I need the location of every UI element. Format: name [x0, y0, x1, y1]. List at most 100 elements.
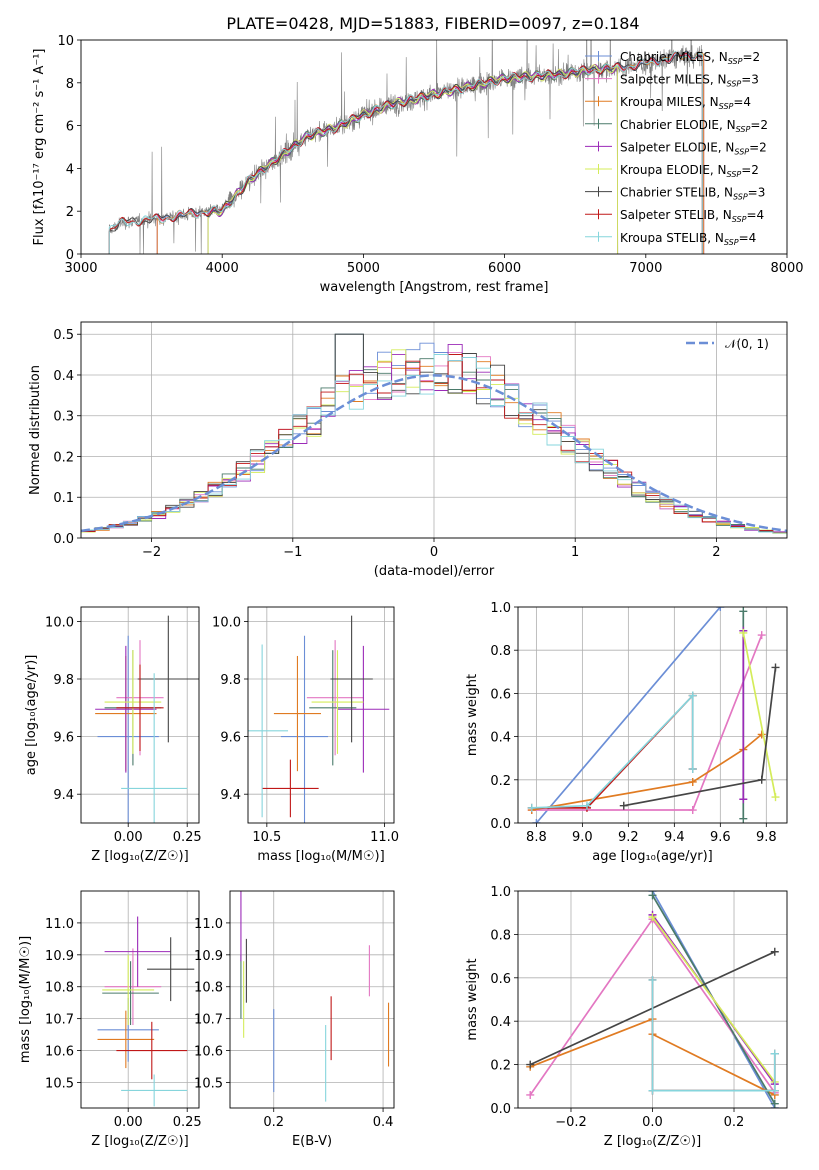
- point-marker: [526, 1060, 535, 1069]
- point-marker: [582, 801, 591, 810]
- mass_vs_Z-axes: 0.00 0.25 10.5 10.6 10.7 10.8 10.9 11.0 Z [log₁₀…: [18, 891, 202, 1149]
- x-axis-label: wavelength [Angstrom, rest frame]: [320, 280, 549, 295]
- y-tick-label: 8: [66, 77, 74, 92]
- point-marker: [739, 795, 748, 804]
- series-kroupa_stelib: [531, 693, 694, 809]
- y-tick-label: 0.2: [490, 774, 511, 789]
- age_vs_mass-plot: [248, 615, 390, 823]
- y-tick-label: 0.4: [53, 369, 74, 384]
- point-marker: [526, 1090, 535, 1099]
- x-tick-label: −0.2: [555, 1115, 587, 1130]
- point-marker: [648, 891, 657, 900]
- mass_vs_ebv-plot: [240, 891, 390, 1102]
- y-tick-label: 0: [66, 248, 74, 263]
- model-spectrum-kroupa_stelib: [108, 51, 703, 254]
- y-tick-label: 9.8: [220, 673, 241, 688]
- x-tick-label: 8.8: [526, 830, 547, 845]
- x-tick-label: 0: [430, 545, 438, 560]
- x-axis-label: Z [log₁₀(Z/Z☉)]: [91, 1134, 188, 1149]
- y-axis-label: Flux [fλ10⁻¹⁷ erg cm⁻² s⁻¹ A⁻¹]: [32, 49, 47, 246]
- y-tick-label: 10.7: [45, 1013, 74, 1028]
- x-tick-label: 0.2: [724, 1115, 745, 1130]
- x-axis-label: age [log₁₀(age/yr)]: [592, 849, 713, 864]
- point-marker: [771, 663, 780, 672]
- y-tick-label: 2: [66, 205, 74, 220]
- y-tick-label: 0.4: [490, 731, 511, 746]
- x-tick-label: 9.6: [710, 830, 731, 845]
- x-axis-label: Z [log₁₀(Z/Z☉)]: [604, 1134, 701, 1149]
- age_vs_Z-plot: [95, 615, 199, 823]
- point-marker: [739, 814, 748, 823]
- residuals-axes: −2 −1 0 1 2 0.0 0.1 0.2 0.3 0.4 0.5 (data-model)/er…: [28, 322, 787, 579]
- point-marker: [739, 607, 748, 616]
- x-tick-label: 1: [571, 545, 579, 560]
- y-tick-label: 10.9: [45, 949, 74, 964]
- legend-entry: Chabrier STELIB, NSSP=3: [620, 186, 765, 202]
- y-axis-label: mass [log₁₀(M/M☉)]: [18, 936, 33, 1063]
- errorbar-salpeter_miles: [306, 640, 364, 756]
- spectrum-legend: Chabrier MILES, NSSP=2 Salpeter MILES, NS…: [585, 50, 768, 247]
- point-marker: [688, 691, 697, 700]
- legend-entry: 𝒩(0, 1): [725, 337, 769, 351]
- y-tick-label: 10.0: [45, 615, 74, 630]
- legend-entry: Kroupa STELIB, NSSP=4: [620, 231, 756, 247]
- x-axis-label: Z [log₁₀(Z/Z☉)]: [91, 849, 188, 864]
- x-tick-label: 7000: [629, 261, 662, 276]
- y-tick-label: 10.6: [45, 1045, 74, 1060]
- errorbar-chabrier_stelib: [137, 615, 199, 743]
- y-tick-label: 10.8: [194, 981, 223, 996]
- errorbar-kroupa_elodie: [102, 954, 155, 1026]
- legend-entry: Chabrier MILES, NSSP=2: [620, 50, 760, 66]
- mass_vs_Z-frame: [80, 890, 200, 1109]
- x-tick-label: 0.25: [173, 1115, 202, 1130]
- mass_vs_ebv-axes: 0.2 0.4 10.5 10.6 10.7 10.8 10.9 11.0 E(B-V): [194, 891, 394, 1149]
- x-tick-label: −1: [283, 545, 302, 560]
- errorbar-chabrier_miles: [280, 635, 329, 823]
- x-tick-label: 0.2: [263, 1115, 284, 1130]
- x-tick-label: 0.00: [114, 830, 143, 845]
- point-marker: [648, 913, 657, 922]
- point-marker: [619, 801, 628, 810]
- y-tick-label: 0.8: [490, 644, 511, 659]
- point-marker: [770, 1099, 779, 1108]
- y-tick-label: 10: [57, 34, 74, 49]
- x-tick-label: 9.8: [756, 830, 777, 845]
- y-axis-label: age [log₁₀(age/yr)]: [24, 655, 39, 776]
- point-marker: [757, 775, 766, 784]
- point-marker: [648, 1086, 657, 1095]
- legend-entry: Kroupa ELODIE, NSSP=2: [620, 163, 759, 179]
- mass_vs_Z-plot: [97, 916, 195, 1107]
- point-marker: [688, 765, 697, 773]
- y-tick-label: 4: [66, 162, 74, 177]
- errorbar-chabrier_stelib: [330, 615, 373, 743]
- errorbar-kroupa_miles: [97, 1010, 155, 1069]
- weight_vs_Z-axes: −0.2 0.0 0.2 0.0 0.2 0.4 0.6 0.8 1.0 Z [log₁₀(Z/Z…: [465, 885, 787, 1149]
- x-tick-label: 0.25: [173, 830, 202, 845]
- x-tick-label: 5000: [347, 261, 380, 276]
- x-tick-label: 9.4: [664, 830, 685, 845]
- y-tick-label: 0.1: [53, 491, 74, 506]
- mass_vs_ebv-frame: [229, 890, 395, 1109]
- y-tick-label: 0.2: [490, 1059, 511, 1074]
- point-marker: [739, 628, 748, 637]
- series-salpeter_stelib: [531, 693, 694, 809]
- x-tick-label: 9.0: [572, 830, 593, 845]
- model-spectrum-kroupa_elodie: [207, 63, 619, 254]
- y-tick-label: 9.8: [53, 673, 74, 688]
- model-spectrum-salpeter_elodie: [207, 64, 619, 254]
- y-tick-label: 11.0: [45, 917, 74, 932]
- errorbar-chabrier_elodie: [102, 961, 159, 1026]
- point-marker: [757, 631, 766, 640]
- figure-title: PLATE=0428, MJD=51883, FIBERID=0097, z=0…: [226, 14, 639, 33]
- point-marker: [770, 1086, 779, 1095]
- y-tick-label: 11.0: [194, 917, 223, 932]
- y-tick-label: 1.0: [490, 885, 511, 900]
- weight_vs_age-plot: [527, 607, 780, 823]
- legend-entry: Salpeter STELIB, NSSP=4: [620, 208, 764, 224]
- y-tick-label: 9.6: [53, 731, 74, 746]
- series-salpeter_miles: [531, 634, 763, 811]
- errorbar-salpeter_stelib: [116, 664, 164, 751]
- x-tick-label: 10.5: [252, 830, 281, 845]
- point-marker: [532, 819, 541, 823]
